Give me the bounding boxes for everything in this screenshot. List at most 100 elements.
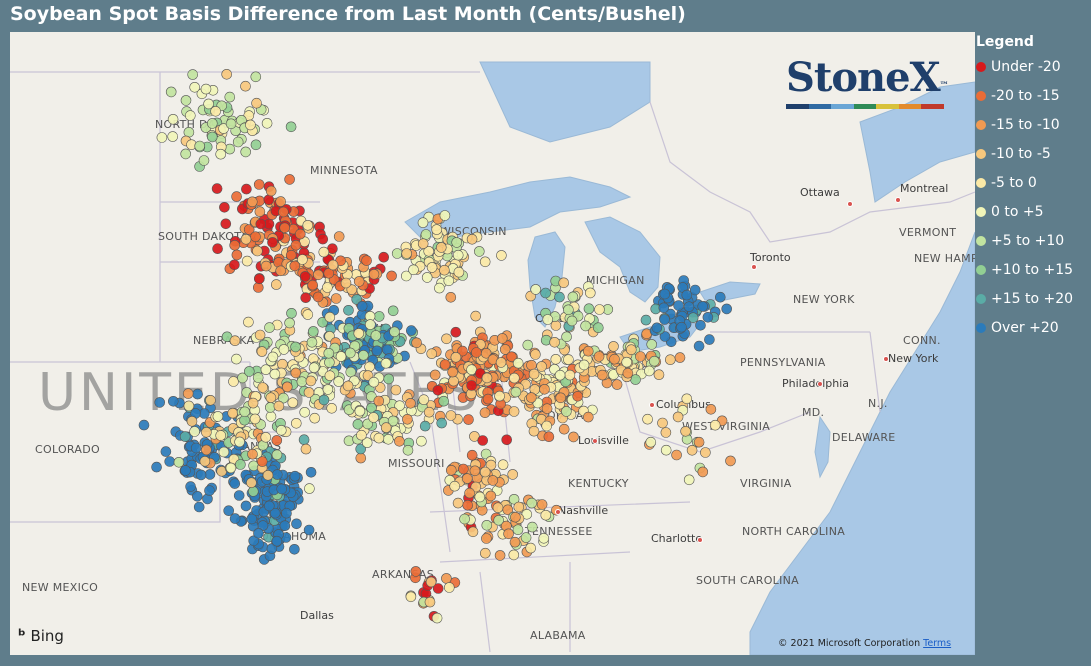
price-point[interactable]	[451, 237, 463, 248]
price-point[interactable]	[221, 68, 232, 80]
price-point[interactable]	[287, 397, 299, 409]
price-point[interactable]	[307, 279, 319, 291]
price-point[interactable]	[609, 353, 620, 365]
price-point[interactable]	[257, 456, 268, 467]
price-point[interactable]	[185, 481, 196, 492]
price-point[interactable]	[269, 368, 281, 380]
price-point[interactable]	[261, 118, 273, 129]
price-point[interactable]	[536, 361, 547, 372]
price-point[interactable]	[138, 419, 150, 431]
price-point[interactable]	[218, 123, 229, 134]
price-point[interactable]	[510, 511, 521, 523]
price-point[interactable]	[330, 293, 342, 304]
price-point[interactable]	[240, 146, 251, 158]
price-point[interactable]	[305, 466, 317, 478]
price-point[interactable]	[265, 392, 277, 404]
price-point[interactable]	[659, 314, 670, 325]
price-point[interactable]	[482, 393, 494, 405]
price-point[interactable]	[672, 411, 684, 423]
price-point[interactable]	[464, 487, 475, 499]
price-point[interactable]	[289, 543, 300, 555]
price-point[interactable]	[564, 369, 576, 381]
price-point[interactable]	[432, 384, 444, 396]
price-point[interactable]	[252, 372, 264, 383]
price-point[interactable]	[462, 499, 474, 511]
price-point[interactable]	[540, 509, 552, 521]
price-point[interactable]	[643, 365, 655, 377]
price-point[interactable]	[380, 357, 392, 369]
price-point[interactable]	[256, 346, 268, 357]
price-point[interactable]	[383, 373, 395, 385]
price-point[interactable]	[207, 131, 218, 143]
price-point[interactable]	[593, 351, 605, 362]
price-point[interactable]	[229, 513, 241, 524]
price-point[interactable]	[234, 436, 245, 448]
price-point[interactable]	[584, 287, 596, 299]
price-point[interactable]	[541, 420, 553, 432]
price-point[interactable]	[317, 316, 328, 328]
price-point[interactable]	[167, 131, 178, 142]
price-point[interactable]	[154, 397, 165, 408]
price-point[interactable]	[461, 473, 473, 484]
price-point[interactable]	[394, 435, 405, 447]
price-point[interactable]	[264, 322, 275, 333]
price-point[interactable]	[431, 224, 443, 235]
price-point[interactable]	[296, 376, 308, 388]
price-point[interactable]	[263, 194, 275, 206]
price-point[interactable]	[192, 490, 203, 502]
price-point[interactable]	[267, 237, 278, 248]
price-point[interactable]	[660, 444, 672, 456]
price-point[interactable]	[247, 448, 258, 460]
price-point[interactable]	[697, 301, 709, 312]
price-point[interactable]	[309, 412, 321, 424]
price-point[interactable]	[229, 335, 241, 347]
price-point[interactable]	[503, 528, 514, 540]
price-point[interactable]	[180, 148, 191, 160]
price-point[interactable]	[193, 501, 205, 513]
price-point[interactable]	[481, 372, 493, 384]
price-point[interactable]	[361, 255, 372, 266]
price-point[interactable]	[473, 246, 485, 257]
price-point[interactable]	[304, 483, 315, 494]
price-point[interactable]	[659, 331, 671, 342]
price-point[interactable]	[709, 419, 721, 431]
price-point[interactable]	[645, 436, 657, 448]
price-point[interactable]	[307, 326, 319, 337]
price-point[interactable]	[344, 347, 356, 359]
price-point[interactable]	[435, 242, 447, 253]
price-point[interactable]	[265, 185, 277, 197]
price-point[interactable]	[323, 347, 335, 359]
price-point[interactable]	[714, 291, 726, 303]
legend-item[interactable]: -5 to 0	[976, 168, 1091, 197]
price-point[interactable]	[550, 320, 562, 331]
legend-item[interactable]: Over +20	[976, 313, 1091, 342]
price-point[interactable]	[582, 345, 594, 357]
price-point[interactable]	[353, 328, 365, 339]
price-point[interactable]	[431, 612, 443, 624]
price-point[interactable]	[151, 461, 162, 473]
price-point[interactable]	[622, 367, 634, 379]
price-point[interactable]	[189, 81, 200, 93]
price-point[interactable]	[364, 319, 376, 330]
price-point[interactable]	[635, 351, 646, 362]
price-point[interactable]	[700, 447, 711, 458]
price-point[interactable]	[508, 549, 520, 561]
price-point[interactable]	[458, 463, 469, 475]
price-point[interactable]	[237, 372, 248, 384]
price-point[interactable]	[370, 330, 382, 341]
terms-link[interactable]: Terms	[923, 638, 952, 649]
price-point[interactable]	[382, 433, 394, 445]
price-point[interactable]	[525, 542, 537, 554]
price-point[interactable]	[356, 300, 368, 312]
price-point[interactable]	[198, 155, 210, 166]
price-point[interactable]	[659, 288, 671, 300]
price-point[interactable]	[180, 95, 192, 106]
price-point[interactable]	[405, 325, 417, 336]
price-point[interactable]	[410, 566, 422, 577]
price-point[interactable]	[405, 591, 417, 603]
price-point[interactable]	[231, 191, 242, 202]
price-point[interactable]	[247, 196, 258, 208]
price-point[interactable]	[487, 475, 499, 486]
price-point[interactable]	[326, 402, 338, 414]
